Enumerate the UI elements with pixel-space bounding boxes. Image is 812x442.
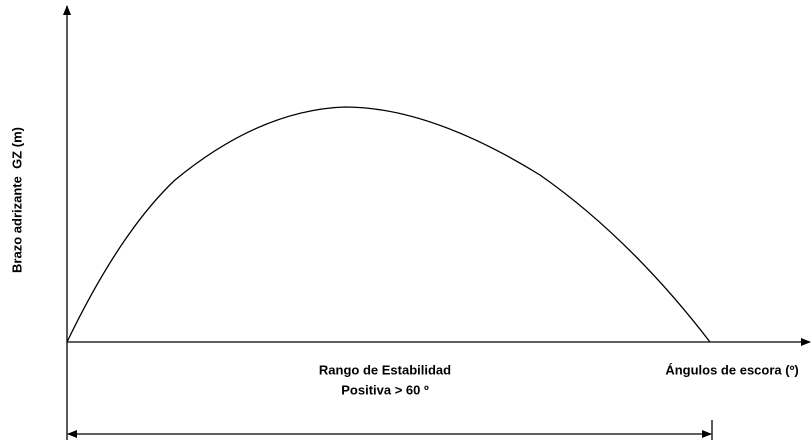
gz-curve bbox=[66, 106, 711, 343]
x-axis-label: Ángulos de escora (º) bbox=[665, 362, 798, 377]
range-label-line1: Rango de Estabilidad bbox=[319, 362, 451, 377]
range-label-line2: Positiva > 60 º bbox=[341, 382, 429, 397]
y-axis-label: Brazo adrizante GZ (m) bbox=[9, 127, 24, 273]
